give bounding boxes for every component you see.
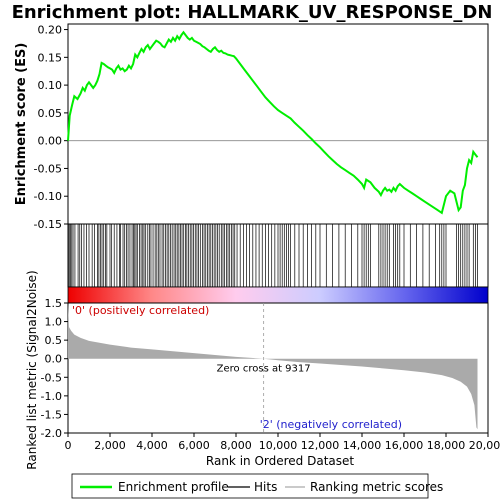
es-y-tick-label: 0.00 xyxy=(38,135,63,148)
x-tick-label: 6,000 xyxy=(178,439,210,452)
x-tick-label: 4,000 xyxy=(136,439,168,452)
metric-y-tick-label: 0.0 xyxy=(45,353,63,366)
x-tick-label: 10,000 xyxy=(259,439,298,452)
es-panel: 0.20 0.15 0.10 0.05 0.00 -0.05 -0.10 -0.15 Enri… xyxy=(14,23,489,231)
es-y-tick-label: -0.15 xyxy=(34,218,62,231)
es-y-ticks: 0.20 0.15 0.10 0.05 0.00 -0.05 -0.10 -0.15 xyxy=(34,24,68,231)
x-axis-label: Rank in Ordered Dataset xyxy=(206,454,354,468)
es-y-tick-label: -0.10 xyxy=(34,190,62,203)
x-tick-label: 18,000 xyxy=(427,439,466,452)
metric-y-axis-label: Ranked list metric (Signal2Noise) xyxy=(25,270,39,469)
es-plot-frame xyxy=(67,23,489,225)
x-tick-label: 2,000 xyxy=(94,439,126,452)
legend-enrichment-label: Enrichment profile xyxy=(118,480,229,494)
negative-correlated-label: '2' (negatively correlated) xyxy=(260,418,402,431)
x-axis-ticks: 0 2,000 4,000 6,000 8,000 10,000 12,000 14,000 1… xyxy=(65,433,500,452)
es-y-tick-label: 0.05 xyxy=(38,107,63,120)
x-tick-label: 8,000 xyxy=(220,439,252,452)
positive-correlated-label: '0' (positively correlated) xyxy=(72,304,209,317)
metric-y-tick-label: -1.5 xyxy=(41,408,62,421)
es-y-tick-label: 0.20 xyxy=(38,24,63,37)
legend-box xyxy=(71,473,429,499)
x-tick-label: 16,000 xyxy=(385,439,424,452)
legend-hits-label: Hits xyxy=(254,480,277,494)
metric-y-tick-label: 1.0 xyxy=(45,316,63,329)
es-y-axis-label: Enrichment score (ES) xyxy=(14,43,29,206)
x-tick-label: 12,000 xyxy=(301,439,340,452)
metric-y-tick-label: -1.0 xyxy=(41,390,62,403)
metric-y-tick-label: 1.5 xyxy=(45,297,63,310)
hits-panel xyxy=(67,223,489,288)
legend-metric-label: Ranking metric scores xyxy=(310,480,443,494)
colorbar-strip xyxy=(67,286,489,304)
x-tick-label: 20,000 xyxy=(469,439,500,452)
es-y-tick-label: -0.05 xyxy=(34,162,62,175)
metric-y-tick-label: -0.5 xyxy=(41,371,62,384)
rank-colorbar xyxy=(67,286,489,304)
rank-metric-panel: 1.5 1.0 0.5 0.0 -0.5 -1.0 -1.5 -2.0 Zero cross … xyxy=(25,270,489,470)
zero-cross-label: Zero cross at 9317 xyxy=(217,364,311,375)
hit-markers xyxy=(68,224,478,287)
enrichment-profile-line xyxy=(67,30,479,215)
metric-y-tick-label: -2.0 xyxy=(41,427,62,440)
es-y-tick-label: 0.10 xyxy=(38,79,63,92)
chart-title: Enrichment plot: HALLMARK_UV_RESPONSE_DN xyxy=(12,2,493,23)
legend: Enrichment profile Hits Ranking metric s… xyxy=(71,473,443,499)
metric-y-tick-label: 0.5 xyxy=(45,334,63,347)
x-tick-label: 14,000 xyxy=(343,439,382,452)
x-tick-label: 0 xyxy=(65,439,72,452)
es-y-tick-label: 0.15 xyxy=(38,51,63,64)
metric-y-ticks: 1.5 1.0 0.5 0.0 -0.5 -1.0 -1.5 -2.0 xyxy=(41,297,68,440)
ranking-metric-area xyxy=(68,303,478,430)
